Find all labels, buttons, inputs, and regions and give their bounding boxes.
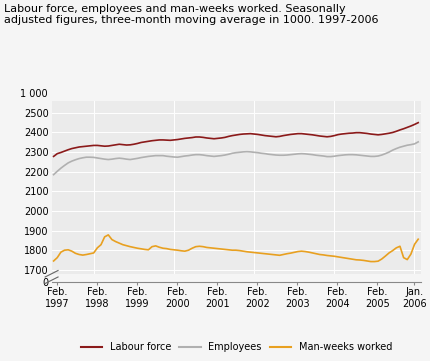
- Text: Labour force, employees and man-weeks worked. Seasonally
adjusted figures, three: Labour force, employees and man-weeks wo…: [4, 4, 379, 25]
- Legend: Labour force, Employees, Man-weeks worked: Labour force, Employees, Man-weeks worke…: [77, 338, 396, 356]
- Text: 1 000: 1 000: [20, 89, 47, 99]
